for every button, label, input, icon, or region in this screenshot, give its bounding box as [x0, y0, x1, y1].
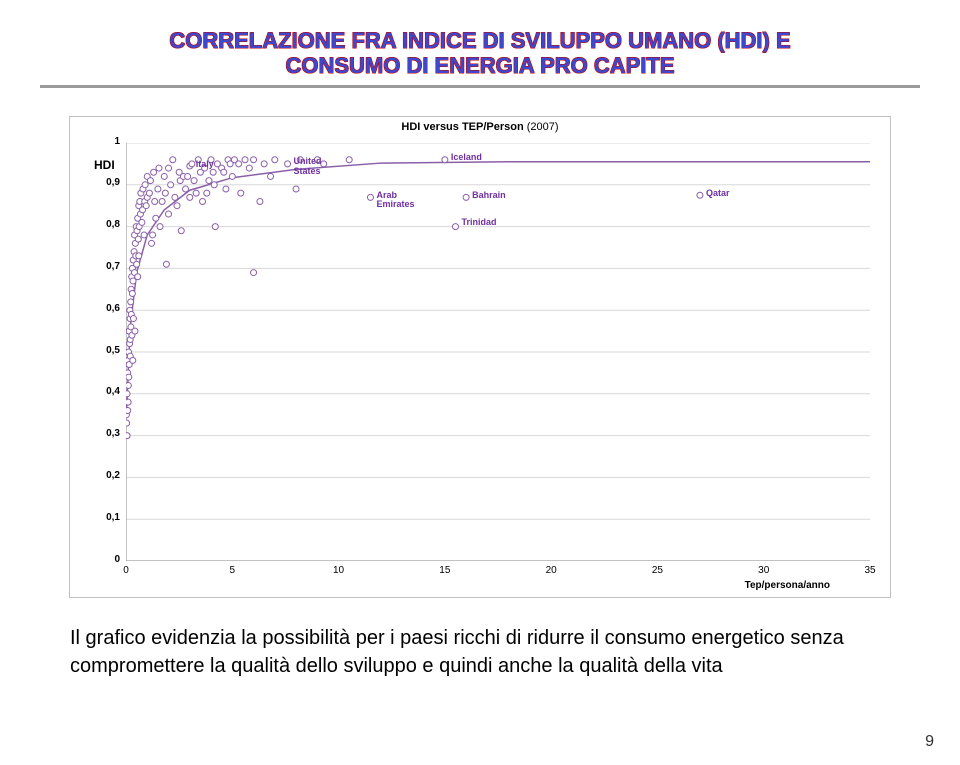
y-axis-label: HDI	[94, 158, 115, 172]
chart-annotation: UnitedStates	[294, 157, 322, 176]
caption-text: Il grafico evidenzia la possibilità per …	[70, 624, 890, 680]
chart-title-text: HDI versus TEP/Person	[401, 121, 523, 133]
x-tick-label: 35	[864, 565, 875, 576]
x-tick-label: 15	[439, 565, 450, 576]
y-tick-label: 0	[114, 554, 120, 565]
chart-annotation: Iceland	[451, 153, 482, 162]
x-axis-title: Tep/persona/anno	[745, 580, 830, 591]
y-tick-label: 0,5	[106, 345, 120, 356]
title-line2: CONSUMO DI ENERGIA PRO CAPITE	[40, 53, 920, 78]
chart-annotation: Italy	[196, 160, 214, 169]
y-tick-label: 1	[114, 136, 120, 147]
y-tick-label: 0,1	[106, 512, 120, 523]
scatter-chart: HDI versus TEP/Person (2007) HDI Tep/per…	[69, 116, 891, 598]
x-tick-label: 25	[652, 565, 663, 576]
chart-annotation: Bahrain	[472, 191, 506, 200]
chart-year: (2007)	[527, 121, 559, 133]
x-tick-label: 30	[758, 565, 769, 576]
chart-annotation: Trinidad	[461, 218, 496, 227]
y-tick-label: 0,6	[106, 303, 120, 314]
x-tick-label: 20	[546, 565, 557, 576]
chart-annotation: ArabEmirates	[376, 191, 414, 210]
y-tick-label: 0,2	[106, 470, 120, 481]
x-tick-label: 10	[333, 565, 344, 576]
x-tick-label: 0	[123, 565, 129, 576]
x-tick-label: 5	[230, 565, 236, 576]
plot-area	[126, 143, 870, 561]
chart-title: HDI versus TEP/Person (2007)	[70, 121, 890, 133]
y-tick-label: 0,9	[106, 177, 120, 188]
y-tick-label: 0,7	[106, 261, 120, 272]
y-tick-label: 0,4	[106, 386, 120, 397]
chart-annotation: Qatar	[706, 189, 730, 198]
page-title: CORRELAZIONE FRA INDICE DI SVILUPPO UMAN…	[40, 28, 920, 79]
title-underline	[40, 85, 920, 88]
y-tick-label: 0,8	[106, 219, 120, 230]
page-number: 9	[925, 733, 934, 751]
y-tick-label: 0,3	[106, 428, 120, 439]
title-line1: CORRELAZIONE FRA INDICE DI SVILUPPO UMAN…	[40, 28, 920, 53]
